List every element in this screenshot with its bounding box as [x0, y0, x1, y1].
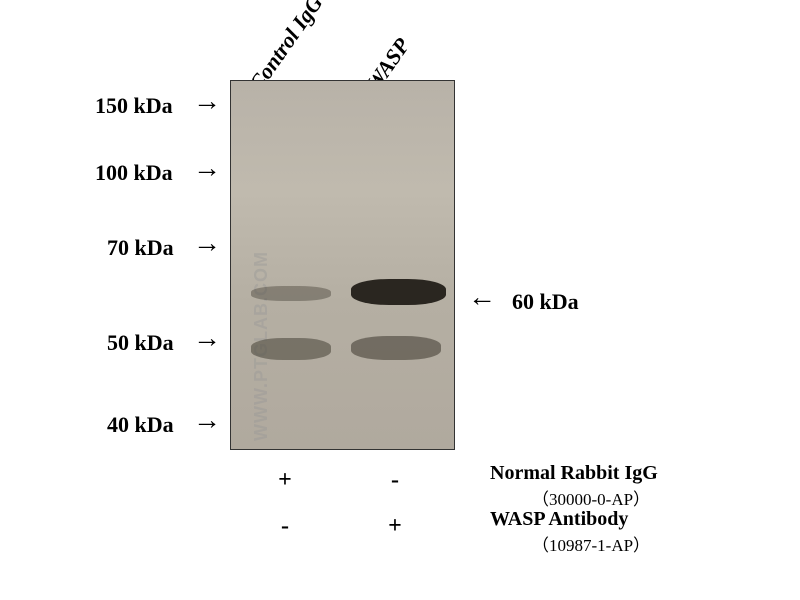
treatment-row2-lane1: - — [275, 513, 295, 540]
marker-40-arrow: → — [193, 405, 221, 437]
treatment-row2-lane2: + — [385, 513, 405, 540]
marker-50: 50 kDa — [107, 330, 174, 356]
marker-150: 150 kDa — [95, 93, 173, 119]
marker-70-arrow: → — [193, 228, 221, 260]
marker-70: 70 kDa — [107, 235, 174, 261]
band-lane2-faint-lower — [351, 336, 441, 360]
marker-100-arrow: → — [193, 153, 221, 185]
band-arrow: ← — [468, 282, 496, 314]
band-label: 60 kDa — [512, 289, 579, 315]
blot-membrane: WWW.PTGLAB.COM — [230, 80, 455, 450]
band-lane2-main — [351, 279, 446, 305]
western-blot-figure: Control IgG WASP WWW.PTGLAB.COM 150 kDa … — [0, 0, 800, 600]
band-lane1-faint-upper — [251, 286, 331, 301]
treatment-row1-lane2: - — [385, 467, 405, 494]
marker-100: 100 kDa — [95, 160, 173, 186]
treatment-row2-label: WASP Antibody — [490, 508, 628, 531]
treatment-row1-lane1: + — [275, 467, 295, 494]
marker-150-arrow: → — [193, 86, 221, 118]
marker-40: 40 kDa — [107, 412, 174, 438]
treatment-row1-label: Normal Rabbit IgG — [490, 462, 658, 485]
treatment-row1-sublabel: （30000-0-AP） — [532, 485, 650, 510]
band-lane1-faint-lower — [251, 338, 331, 360]
marker-50-arrow: → — [193, 323, 221, 355]
treatment-row2-sublabel: （10987-1-AP） — [532, 531, 650, 556]
